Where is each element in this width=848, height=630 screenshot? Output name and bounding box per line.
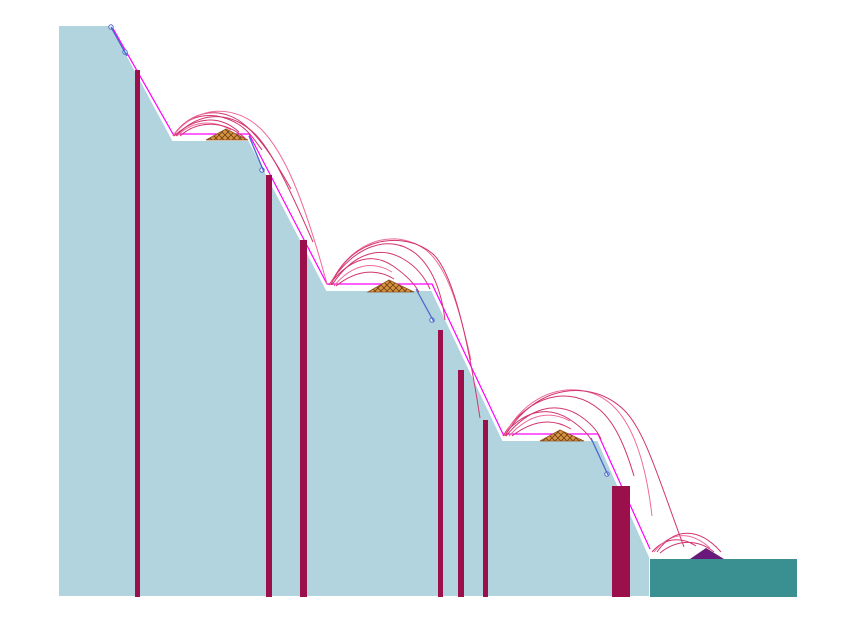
vertical-column bbox=[612, 486, 630, 597]
trajectory-line bbox=[656, 532, 722, 553]
slope-surface-line bbox=[110, 24, 651, 550]
trajectory-line bbox=[331, 252, 431, 290]
vertical-column bbox=[458, 370, 464, 597]
trajectory-line bbox=[172, 110, 328, 285]
edge-accent bbox=[110, 26, 128, 57]
surface-edge-accents bbox=[110, 26, 609, 476]
vertical-column bbox=[300, 240, 307, 597]
trajectory-line bbox=[651, 539, 697, 553]
trajectory-line bbox=[328, 258, 420, 293]
trajectory-line bbox=[503, 389, 653, 517]
trajectory-line bbox=[511, 421, 572, 437]
edge-accent bbox=[590, 437, 609, 476]
trajectory-line bbox=[504, 390, 685, 548]
trajectory-line bbox=[173, 119, 240, 137]
vertical-column bbox=[483, 420, 488, 597]
protective-cover bbox=[366, 279, 415, 293]
trajectory-line bbox=[175, 116, 314, 243]
trajectory-line bbox=[502, 411, 593, 442]
trajectory-line bbox=[330, 239, 481, 419]
retaining-block bbox=[650, 559, 797, 597]
trajectory-line bbox=[333, 265, 393, 287]
trajectory-line bbox=[176, 122, 232, 137]
trajectory-line bbox=[328, 243, 446, 321]
retaining-block-group bbox=[650, 548, 797, 597]
trajectory-line bbox=[179, 123, 246, 139]
edge-accent bbox=[248, 135, 265, 173]
vertical-column bbox=[438, 330, 443, 597]
trajectory-line bbox=[335, 271, 395, 287]
slope-body bbox=[57, 24, 651, 598]
trajectory-line bbox=[505, 407, 602, 440]
trajectory-line bbox=[508, 414, 571, 437]
trajectory-line bbox=[659, 541, 715, 554]
protective-cover bbox=[539, 429, 585, 442]
edge-accent bbox=[415, 288, 435, 323]
protective-cover bbox=[205, 128, 249, 141]
trajectory-lines bbox=[172, 110, 722, 554]
vertical-columns bbox=[135, 70, 630, 597]
end-cap bbox=[690, 548, 724, 559]
trajectory-line bbox=[653, 535, 711, 553]
vertical-column bbox=[266, 175, 272, 597]
vertical-column bbox=[135, 70, 140, 597]
protective-covers bbox=[205, 128, 585, 442]
